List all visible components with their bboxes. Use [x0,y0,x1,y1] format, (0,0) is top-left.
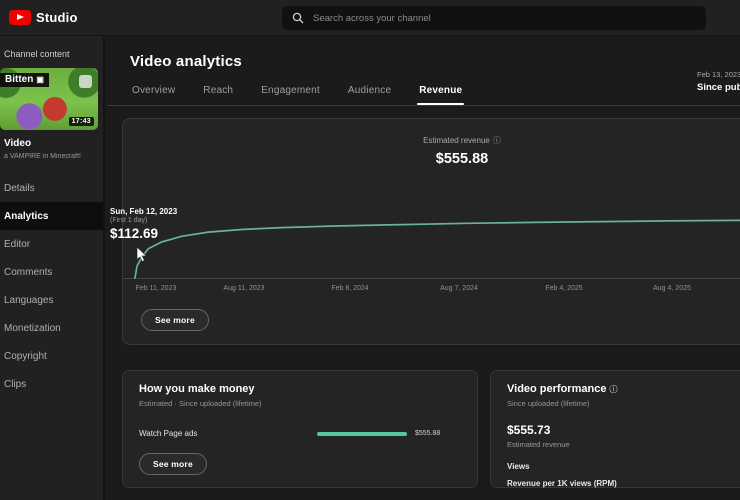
x-tick: Aug 7, 2024 [440,285,478,292]
thumbnail-box-icon: ▣ [36,75,44,84]
date-range-label: Since published [697,82,740,93]
brand-name: Studio [36,10,78,25]
video-duration-badge: 17:43 [68,117,94,126]
x-tick: Aug 11, 2023 [223,285,265,292]
tab-overview[interactable]: Overview [132,85,176,96]
topbar: Studio [0,0,740,36]
revenue-source-label: Watch Page ads [139,429,198,438]
sidebar-item-clips[interactable]: Clips [4,378,27,390]
sidebar-item-comments[interactable]: Comments [4,266,53,278]
performance-revenue-value: $555.73 [507,423,551,437]
performance-card-subtitle: Since uploaded (lifetime) [507,399,590,408]
search-bar[interactable] [282,6,706,30]
metric-rpm[interactable]: Revenue per 1K views (RPM) [507,479,617,488]
tab-revenue[interactable]: Revenue [417,85,465,105]
youtube-play-icon [9,10,31,25]
metric-label: Estimated revenue [423,136,490,145]
info-icon[interactable]: ⓘ [492,136,501,145]
tabs-divider [107,105,740,106]
date-range-picker[interactable]: Feb 13, 2023 Since published [697,70,740,93]
video-thumbnail[interactable]: Bitten ▣ 17:43 [0,68,98,130]
performance-revenue-label: Estimated revenue [507,440,570,449]
video-title: Video [4,138,32,149]
search-icon [292,12,304,24]
studio-logo[interactable]: Studio [0,10,78,25]
chart-metric-header: Estimated revenue ⓘ $555.88 [123,130,740,167]
money-see-more-button[interactable]: See more [139,453,207,475]
sidebar-item-editor[interactable]: Editor [4,238,31,250]
sidebar: Channel content Bitten ▣ 17:43 Video a VA… [0,36,105,500]
video-subtitle: a VAMPIRE in Minecraft! [4,153,81,160]
x-tick: Feb 8, 2024 [331,285,369,292]
revenue-source-row: Watch Page ads $555.88 [139,429,461,438]
search-input[interactable] [313,12,696,24]
x-axis-labels: Feb 11, 2023 Aug 11, 2023 Feb 8, 2024 Au… [123,285,740,297]
money-card-title: How you make money [139,383,255,395]
sidebar-item-analytics[interactable]: Analytics [0,202,103,230]
page-title: Video analytics [130,53,242,70]
channel-content-label[interactable]: Channel content [4,49,70,59]
revenue-source-value: $555.88 [415,430,441,437]
chart-see-more-button[interactable]: See more [141,309,209,331]
performance-card-title: Video performance ⓘ [507,383,618,395]
tab-reach[interactable]: Reach [203,85,234,96]
x-tick: Feb 11, 2023 [135,285,177,292]
sidebar-item-monetization[interactable]: Monetization [4,322,61,334]
money-card-subtitle: Estimated · Since uploaded (lifetime) [139,399,262,408]
thumbnail-title-overlay: Bitten ▣ [0,73,49,87]
sidebar-item-languages[interactable]: Languages [4,294,54,306]
sidebar-item-details[interactable]: Details [4,182,35,194]
video-performance-card: Video performance ⓘ Since uploaded (lifet… [490,370,740,488]
revenue-source-bar-fill [317,431,407,436]
analytics-tabs: Overview Reach Engagement Audience Reven… [132,85,740,105]
how-you-make-money-card: How you make money Estimated · Since upl… [122,370,478,488]
thumbnail-corner-icon [79,75,92,88]
x-tick: Aug 4, 2025 [653,285,691,292]
tab-engagement[interactable]: Engagement [261,85,320,96]
main-content: Video analytics Feb 13, 2023 Since publi… [107,36,740,500]
metric-views[interactable]: Views [507,462,530,471]
sidebar-nav: Details Analytics Editor Comments Langua… [0,174,103,398]
x-tick: Feb 4, 2025 [545,285,583,292]
revenue-chart-card: Estimated revenue ⓘ $555.88 Sun, Feb 12, … [110,118,740,345]
tab-audience[interactable]: Audience [347,85,392,96]
metric-value: $555.88 [435,151,489,167]
revenue-source-bar [317,431,407,436]
mouse-cursor-icon [137,247,148,262]
bottom-cards-row: How you make money Estimated · Since upl… [122,370,740,488]
sidebar-item-copyright[interactable]: Copyright [4,350,47,362]
chart-canvas [134,219,740,279]
date-range-dates: Feb 13, 2023 [697,70,740,79]
info-icon[interactable]: ⓘ [609,385,618,394]
